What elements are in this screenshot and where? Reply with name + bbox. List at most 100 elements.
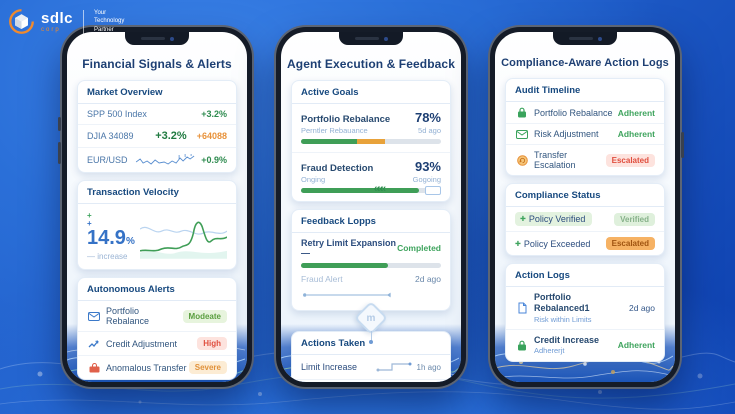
connector-line [371, 331, 372, 341]
plus-glyph: + [87, 219, 92, 228]
velocity-value: + +14.9% [87, 210, 140, 249]
phone-side-button [681, 132, 684, 158]
audit-row[interactable]: Portfolio Rebalance Adherent [506, 102, 664, 123]
log-row[interactable]: Credit Increase Adhererjt Adherent [506, 328, 664, 361]
phone-screen: Compliance-Aware Action Logs Audit Timel… [495, 32, 675, 382]
policy-pill: ✚ Policy Exceeded [515, 239, 590, 249]
envelope-icon [87, 311, 101, 321]
alert-label: Anomalous Transfer [106, 362, 187, 373]
eurusd-sparkline [135, 154, 195, 165]
card-title: Actions Taken [292, 332, 450, 355]
phone-notch [125, 32, 189, 45]
feedback-label: Fraud Alert [301, 274, 343, 284]
progress-green-segment [301, 188, 419, 193]
card-title: Transaction Velocity [78, 181, 236, 204]
card-title: Market Overview [78, 81, 236, 104]
market-label: SPP 500 Index [87, 109, 147, 119]
document-icon [515, 302, 529, 314]
velocity-sub: — increase [87, 252, 128, 261]
market-change: +3.2% [155, 130, 187, 142]
speaker-slot [568, 37, 593, 40]
goal-label: Fraud Detection [301, 163, 374, 174]
market-row[interactable]: DJIA 34089 +3.2% +64088 [78, 124, 236, 147]
action-label: Limit Increase [301, 362, 358, 372]
actions-taken-card: Actions Taken Limit Increase 1h ago Port… [291, 331, 451, 382]
goal-item[interactable]: Portfolio Rebalance 78% Perntler Rebauan… [292, 104, 450, 152]
transaction-velocity-card: Transaction Velocity + +14.9% — increase [77, 180, 237, 270]
card-title: Feedback Lopps [292, 210, 450, 233]
log-label: Credit Increase [534, 334, 600, 345]
camera-dot [169, 36, 174, 41]
market-row[interactable]: EUR/USD +0.9% [78, 147, 236, 172]
phone-compliance-logs: Compliance-Aware Action Logs Audit Timel… [490, 27, 684, 387]
progress-orange-segment [357, 139, 385, 144]
audit-badge: Escalated [605, 153, 655, 167]
phone-side-button [58, 142, 61, 164]
policy-pill: ✚ Policy Verified [515, 212, 593, 226]
tagline-line: Your [94, 10, 107, 17]
card-title: Audit Timeline [506, 79, 664, 102]
audit-row[interactable]: Transfer Escalation Escalated [506, 144, 664, 175]
goal-progress-bar: ««« [301, 183, 441, 195]
escalation-coin-icon [515, 154, 529, 166]
alert-badge: Modeate [182, 309, 227, 323]
chevrons-decoration: ««« [373, 183, 386, 195]
feedback-label: Retry Limit Expansion— [301, 238, 397, 258]
card-title: Active Goals [292, 81, 450, 104]
brand-tagline: Your Technology Partner [94, 9, 124, 33]
audit-row[interactable]: Risk Adjustment Adherent [506, 123, 664, 144]
phone-screen: Financial Signals & Alerts Market Overvi… [67, 32, 247, 382]
market-label: EUR/USD [87, 155, 128, 165]
log-label: Portfolio Rebalanced1 [534, 292, 590, 314]
action-row[interactable]: Limit Increase 1h ago [292, 355, 450, 379]
goal-percent: 93% [414, 159, 441, 174]
feedback-progress-wrap [292, 261, 450, 272]
feedback-row[interactable]: Retry Limit Expansion— Completed [292, 233, 450, 261]
goal-label: Portfolio Rebalance [301, 114, 391, 125]
diamond-glyph: m [366, 312, 376, 324]
page-title: Agent Execution & Feedback [287, 57, 455, 71]
phone-side-button [58, 117, 61, 131]
policy-label: Policy Verified [528, 214, 586, 224]
brand-name: sdlc [41, 9, 74, 27]
connector-dot [369, 340, 373, 344]
policy-badge: Escalated [605, 237, 655, 250]
market-label: DJIA 34089 [87, 131, 134, 141]
plus-icon: ✚ [515, 240, 521, 248]
alert-row[interactable]: Anomalous Transfer Severe [78, 355, 236, 379]
market-row[interactable]: SPP 500 Index +3.2% [78, 104, 236, 124]
log-row[interactable]: Portfolio Rebalanced1 Risk within Limits… [506, 287, 664, 329]
camera-dot [383, 36, 388, 41]
audit-label: Portfolio Rebalance [534, 107, 613, 118]
velocity-unit: % [125, 236, 135, 247]
brand-logo: sdlc corp Your Technology Partner [8, 8, 124, 35]
market-overview-card: Market Overview SPP 500 Index +3.2% DJIA… [77, 80, 237, 173]
compliance-row[interactable]: ✚ Policy Verified Verified [506, 207, 664, 231]
alert-row[interactable]: Portfolio Rebalance Modeate [78, 301, 236, 331]
audit-status: Adherent [617, 129, 655, 139]
feedback-time: 2d ago [415, 274, 441, 284]
feedback-loops-card: Feedback Lopps Retry Limit Expansion— Co… [291, 209, 451, 311]
phone-screen: Agent Execution & Feedback Active Goals … [281, 32, 461, 382]
audit-status: Adherent [617, 107, 655, 118]
alert-row[interactable]: Credit Adjustment High [78, 331, 236, 355]
alert-label: Credit Adjustment [106, 338, 178, 349]
progress-handle[interactable] [425, 186, 441, 195]
compliance-row[interactable]: ✚ Policy Exceeded Escalated [506, 231, 664, 255]
phone-notch [553, 32, 617, 45]
speaker-slot [354, 37, 379, 40]
autonomous-alerts-card: Autonomous Alerts Portfolio Rebalance Mo… [77, 277, 237, 380]
chart-icon [87, 339, 101, 349]
log-time: 2d ago [629, 302, 655, 313]
action-logs-card: Action Logs Portfolio Rebalanced1 Risk w… [505, 263, 665, 362]
action-row[interactable]: Portfolio Adjusted [292, 379, 450, 382]
plus-glyph: + [87, 211, 92, 220]
page-title: Financial Signals & Alerts [82, 57, 232, 71]
envelope-check-icon [515, 129, 529, 139]
speaker-slot [140, 37, 165, 40]
goal-item[interactable]: Fraud Detection 93% Onging Gogoing ««« [292, 152, 450, 201]
plus-icon: ✚ [520, 216, 526, 223]
card-title: Autonomous Alerts [78, 278, 236, 301]
goal-progress-bar [301, 139, 441, 144]
feedback-row[interactable]: Fraud Alert 2d ago [292, 272, 450, 284]
